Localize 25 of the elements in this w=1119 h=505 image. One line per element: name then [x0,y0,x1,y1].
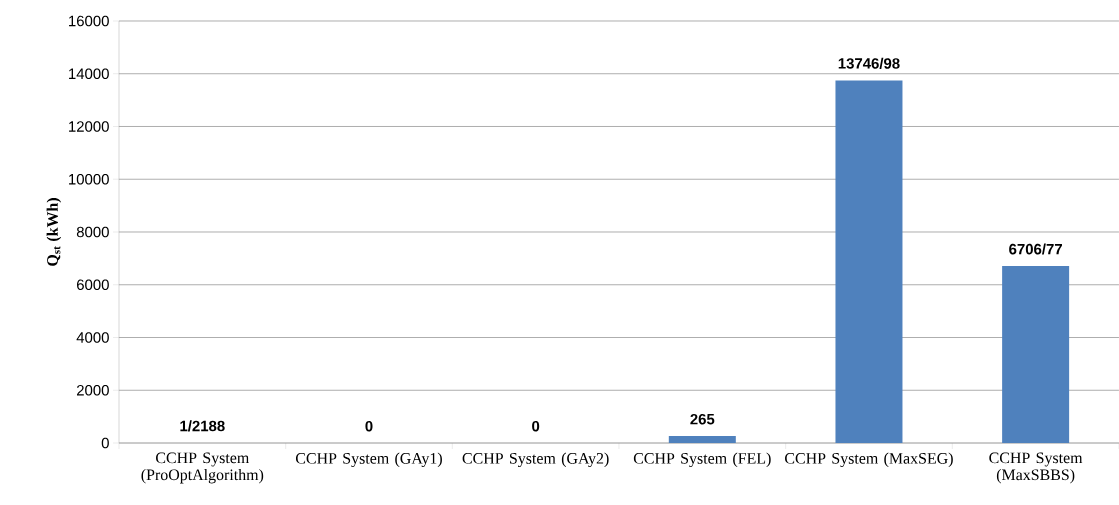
x-tick-label: CCHP System (FEL) [633,452,771,468]
data-label: 0 [365,420,373,432]
x-tick-label: CCHP System (MaxSBBS) [989,452,1083,484]
y-tick-label: 6000 [77,279,109,291]
y-tick-label: 10000 [69,173,109,185]
y-tick-label: 12000 [69,121,109,132]
bar [1002,266,1070,443]
y-axis-title: Q$_{st}$ (kWh) [46,198,62,266]
x-tick-label: CCHP System (MaxSEG) [785,452,953,468]
y-tick-label: 0 [101,437,109,449]
data-label: 0 [532,420,540,432]
bar [668,436,736,443]
data-label: 265 [690,413,715,425]
y-tick-label: 14000 [69,68,109,80]
x-tick-label: CCHP System (GAy2) [462,452,609,468]
data-label: 6706/77 [1009,243,1062,255]
y-tick-label: 2000 [76,384,109,396]
y-tick-label: 8000 [76,226,109,238]
data-label: 13746/98 [838,57,900,69]
data-label: 1/2188 [180,420,225,432]
y-tick-label: 4000 [76,332,109,343]
bar [835,80,903,443]
x-tick-label: CCHP System (ProOptAlgorithm) [141,452,264,484]
x-tick-label: CCHP System (GAy1) [295,452,442,468]
y-tick-label: 16000 [69,15,109,27]
